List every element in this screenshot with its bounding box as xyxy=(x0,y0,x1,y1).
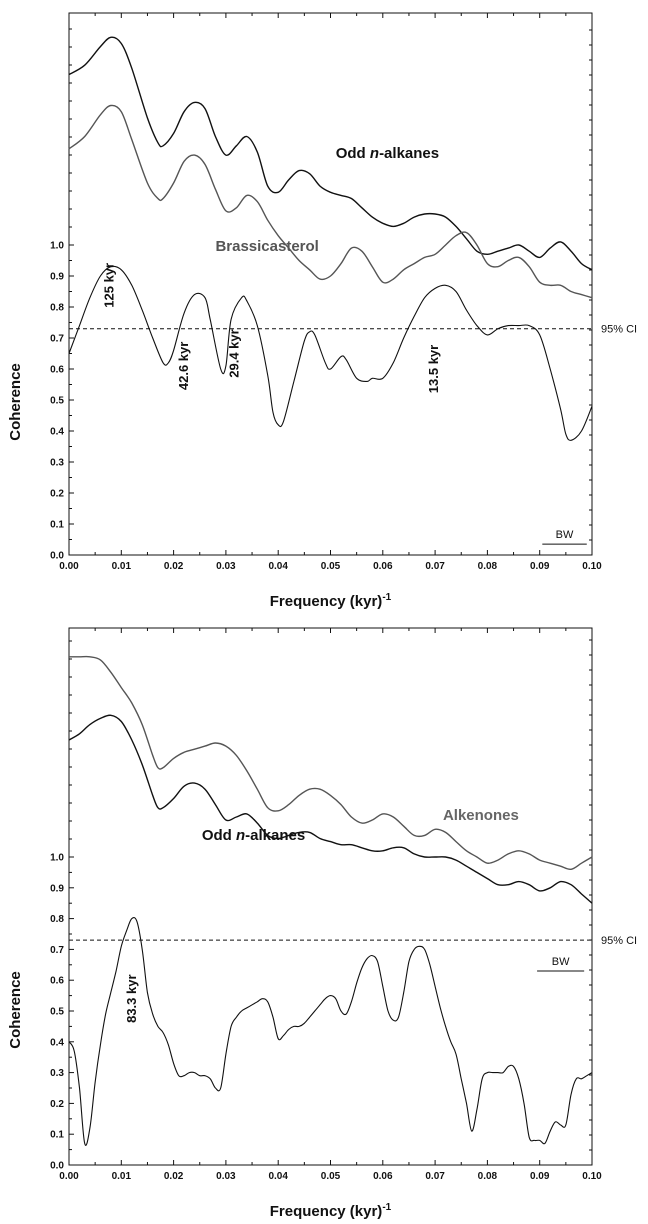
y-tick-label: 0.8 xyxy=(50,303,64,314)
y-axis-label: Coherence xyxy=(7,363,24,441)
series-line-coherence xyxy=(68,265,593,441)
x-tick-label: 0.08 xyxy=(478,561,498,572)
x-tick-label: 0.07 xyxy=(425,1171,445,1182)
y-tick-label: 0.9 xyxy=(50,883,64,894)
chart-panel-brassicasterol: 0.00 0.01 0.02 0.03 0.04 0.05 0.06 0.07 0.08 0.09… xyxy=(7,12,637,610)
plot-frame xyxy=(68,627,593,1166)
x-tick-label: 0.05 xyxy=(321,561,341,572)
ci-label: 95% CI xyxy=(601,324,637,336)
series-label-alk: Alkenones xyxy=(443,807,519,824)
series-line-odd-n-alkanes xyxy=(68,714,593,904)
x-tick-label: 0.07 xyxy=(425,561,445,572)
y-tick-label: 0.6 xyxy=(50,976,64,987)
peak-label: 42.6 kyr xyxy=(176,342,191,390)
x-tick-label: 0.04 xyxy=(268,561,288,572)
x-tick-label: 0.03 xyxy=(216,1171,236,1182)
x-axis-label: Frequency (kyr)-1 xyxy=(270,592,392,610)
y-tick-label: 1.0 xyxy=(50,853,64,864)
x-tick-label: 0.06 xyxy=(373,561,393,572)
series-label-bras: Brassicasterol xyxy=(215,238,318,255)
y-tick-label: 0.5 xyxy=(50,396,64,407)
x-tick-label: 0.05 xyxy=(321,1171,341,1182)
x-tick-label: 0.08 xyxy=(478,1171,498,1182)
series-label-odd: Odd n-alkanes xyxy=(336,145,439,162)
y-tick-label: 0.0 xyxy=(50,1161,64,1172)
bw-label: BW xyxy=(556,529,574,541)
peak-label: 13.5 kyr xyxy=(426,345,441,393)
y-tick-label: 0.0 xyxy=(50,551,64,562)
y-tick-label: 0.6 xyxy=(50,365,64,376)
peak-label: 29.4 kyr xyxy=(226,329,241,377)
y-tick-label: 0.2 xyxy=(50,489,64,500)
y-tick-label: 0.3 xyxy=(50,458,64,469)
x-tick-label: 0.10 xyxy=(582,1171,602,1182)
peak-label: 83.3 kyr xyxy=(124,974,139,1022)
y-tick-label: 0.5 xyxy=(50,1007,64,1018)
series-label-odd: Odd n-alkanes xyxy=(202,827,305,844)
x-tick-label: 0.09 xyxy=(530,1171,550,1182)
bw-label: BW xyxy=(552,956,570,968)
x-tick-label: 0.02 xyxy=(164,561,184,572)
x-tick-label: 0.02 xyxy=(164,1171,184,1182)
x-tick-label: 0.10 xyxy=(582,561,602,572)
chart-panel-alkenones: 0.00 0.01 0.02 0.03 0.04 0.05 0.06 0.07 0.08 0.09… xyxy=(7,627,637,1220)
series-line-odd-n-alkanes xyxy=(68,36,593,271)
y-tick-label: 0.4 xyxy=(50,427,64,438)
series-line-alkenones xyxy=(68,655,593,871)
y-tick-label: 0.3 xyxy=(50,1068,64,1079)
y-axis-label: Coherence xyxy=(7,971,24,1049)
y-tick-label: 1.0 xyxy=(50,241,64,252)
series-line-coherence xyxy=(68,917,593,1146)
y-tick-label: 0.9 xyxy=(50,272,64,283)
peak-label: 125 kyr xyxy=(101,263,116,308)
x-tick-label: 0.01 xyxy=(112,561,132,572)
x-tick-label: 0.01 xyxy=(112,1171,132,1182)
x-axis-label: Frequency (kyr)-1 xyxy=(270,1202,392,1220)
x-tick-label: 0.04 xyxy=(268,1171,288,1182)
x-tick-label: 0.09 xyxy=(530,561,550,572)
y-tick-label: 0.7 xyxy=(50,334,64,345)
x-tick-label: 0.06 xyxy=(373,1171,393,1182)
y-tick-label: 0.7 xyxy=(50,945,64,956)
x-tick-label: 0.03 xyxy=(216,561,236,572)
plot-frame xyxy=(68,12,593,556)
x-tick-label: 0.00 xyxy=(59,561,79,572)
x-tick-label: 0.00 xyxy=(59,1171,79,1182)
ci-label: 95% CI xyxy=(601,935,637,947)
y-tick-label: 0.1 xyxy=(50,520,64,531)
series-line-brassicasterol xyxy=(68,104,593,299)
y-tick-label: 0.8 xyxy=(50,914,64,925)
y-tick-label: 0.4 xyxy=(50,1037,64,1048)
y-tick-label: 0.1 xyxy=(50,1130,64,1141)
y-tick-label: 0.2 xyxy=(50,1099,64,1110)
